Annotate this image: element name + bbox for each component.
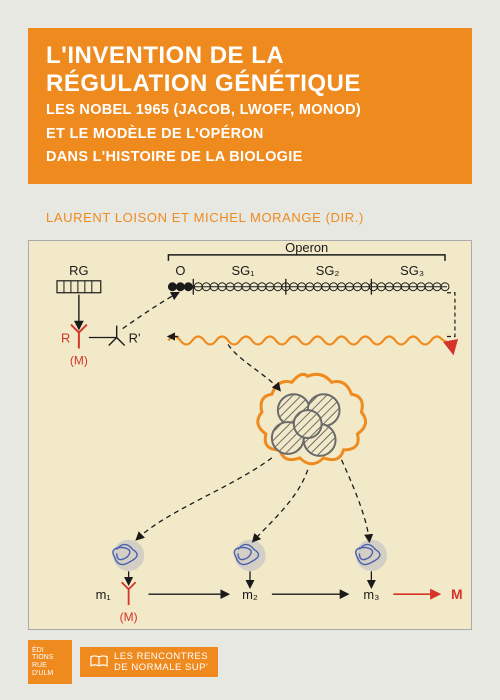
series-tag: LES RENCONTRES DE NORMALE SUP' — [80, 647, 218, 678]
title-line1: L'INVENTION DE LA — [46, 42, 454, 70]
m-paren-bottom: (M) — [120, 610, 138, 624]
logo-l2: TIONS — [32, 654, 68, 662]
r-label: R — [61, 330, 70, 345]
mrna-wave — [168, 337, 443, 345]
tagline-1: LES RENCONTRES — [114, 651, 208, 662]
book-icon — [90, 655, 108, 669]
authors-line: LAURENT LOISON ET MICHEL MORANGE (DIR.) — [46, 210, 364, 225]
rg-segment — [57, 281, 101, 293]
m-final-label: M — [451, 586, 463, 602]
sg1-label: SG₁ — [232, 263, 256, 278]
title-line2: RÉGULATION GÉNÉTIQUE — [46, 70, 454, 98]
protein-m1 — [113, 540, 144, 570]
r-node: R R' (M) — [61, 325, 140, 368]
protein-m3 — [356, 540, 387, 570]
logo-l4: D'ULM — [32, 670, 68, 678]
tagline-2: DE NORMALE SUP' — [114, 662, 208, 673]
footer: ÉDI TIONS RUE D'ULM LES RENCONTRES DE NO… — [28, 640, 218, 684]
subtitle-line1: LES NOBEL 1965 (JACOB, LWOFF, MONOD) — [46, 101, 454, 121]
ribosome-blob — [258, 374, 366, 464]
rprime-label: R' — [129, 330, 141, 345]
rg-label: RG — [69, 263, 88, 278]
protein-m2 — [234, 540, 265, 570]
sg3-label: SG₃ — [400, 263, 424, 278]
o-label: O — [175, 263, 185, 278]
operon-strand — [168, 279, 449, 295]
logo-l3: RUE — [32, 662, 68, 670]
m2-label: m₂ — [242, 587, 258, 602]
publisher-logo: ÉDI TIONS RUE D'ULM — [28, 640, 72, 684]
m1-label: m₁ — [96, 587, 112, 602]
logo-l1: ÉDI — [32, 647, 68, 655]
subtitle-line3: DANS L'HISTOIRE DE LA BIOLOGIE — [46, 148, 454, 168]
operon-diagram: Operon RG O SG₁ SG₂ SG₃ R R' (M) — [28, 240, 472, 630]
sg2-label: SG₂ — [316, 263, 340, 278]
subtitle-line2: ET LE MODÈLE DE L'OPÉRON — [46, 125, 454, 145]
m3-label: m₃ — [363, 587, 379, 602]
title-block: L'INVENTION DE LA RÉGULATION GÉNÉTIQUE L… — [28, 28, 472, 184]
m-paren-label: (M) — [70, 353, 88, 367]
operon-label: Operon — [285, 241, 328, 255]
